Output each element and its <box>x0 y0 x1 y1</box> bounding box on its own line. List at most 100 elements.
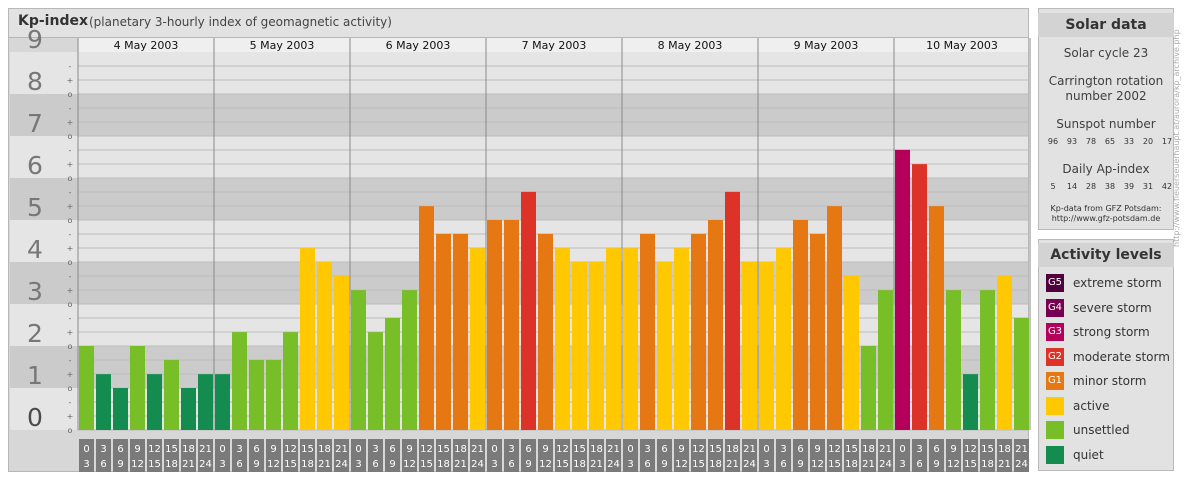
interval-label-bg <box>912 439 927 472</box>
interval-label-bg <box>402 439 417 472</box>
kp-minor-label: + <box>67 412 74 421</box>
interval-label-bg <box>861 439 876 472</box>
kp-bar <box>980 290 995 430</box>
kp-minor-label: o <box>68 384 73 393</box>
ap-value: 5 <box>1050 182 1056 191</box>
interval-end-label: 9 <box>525 459 531 470</box>
interval-start-label: 12 <box>828 444 841 455</box>
interval-start-label: 6 <box>797 444 803 455</box>
day-label: 9 May 2003 <box>794 39 859 52</box>
interval-label-bg <box>793 439 808 472</box>
interval-label-bg <box>351 439 366 472</box>
chart-title-bar <box>9 9 1028 38</box>
interval-end-label: 18 <box>845 459 858 470</box>
sunspot-value: 20 <box>1142 137 1154 146</box>
interval-label-bg <box>266 439 281 472</box>
activity-level-label: extreme storm <box>1073 276 1162 290</box>
interval-end-label: 21 <box>454 459 467 470</box>
interval-end-label: 9 <box>933 459 939 470</box>
kp-bar <box>640 233 655 430</box>
interval-end-label: 3 <box>219 459 225 470</box>
interval-start-label: 18 <box>726 444 739 455</box>
interval-start-label: 9 <box>406 444 412 455</box>
interval-start-label: 21 <box>199 444 212 455</box>
day-label: 5 May 2003 <box>250 39 315 52</box>
interval-start-label: 12 <box>692 444 705 455</box>
interval-end-label: 24 <box>743 459 756 470</box>
kp-band <box>10 136 1028 178</box>
kp-bar <box>181 388 196 430</box>
kp-minor-label: - <box>69 146 72 155</box>
interval-start-label: 0 <box>83 444 89 455</box>
kp-band <box>10 94 1028 136</box>
interval-end-label: 3 <box>763 459 769 470</box>
interval-label-bg <box>759 439 774 472</box>
interval-end-label: 18 <box>165 459 178 470</box>
interval-label-bg <box>657 439 672 472</box>
solar-data-title: Solar data <box>1038 13 1174 37</box>
kp-bar <box>997 275 1012 430</box>
interval-end-label: 12 <box>267 459 280 470</box>
interval-label-bg <box>827 439 842 472</box>
kp-bar <box>1014 317 1029 430</box>
kp-bar <box>861 346 876 430</box>
interval-label-bg <box>776 439 791 472</box>
interval-start-label: 15 <box>165 444 178 455</box>
kp-minor-label: - <box>69 272 72 281</box>
kp-bar <box>963 374 978 430</box>
interval-end-label: 3 <box>627 459 633 470</box>
interval-end-label: 24 <box>607 459 620 470</box>
kp-bar <box>606 248 621 430</box>
kp-minor-label: + <box>67 244 74 253</box>
kp-axis-label: 2 <box>27 319 43 348</box>
kp-bar <box>385 317 400 430</box>
day-label: 4 May 2003 <box>114 39 179 52</box>
kp-minor-label: o <box>68 426 73 435</box>
kp-bar <box>215 374 230 430</box>
kp-bar <box>946 290 961 430</box>
kp-band <box>10 52 1028 94</box>
interval-start-label: 0 <box>355 444 361 455</box>
interval-label-bg <box>215 439 230 472</box>
interval-label-bg <box>504 439 519 472</box>
interval-label-bg <box>980 439 995 472</box>
interval-label-bg <box>725 439 740 472</box>
kp-bar <box>470 248 485 430</box>
interval-end-label: 15 <box>828 459 841 470</box>
interval-end-label: 15 <box>148 459 161 470</box>
interval-label-bg <box>555 439 570 472</box>
interval-label-bg <box>691 439 706 472</box>
sunspot-values: 96 93 78 65 33 20 17 <box>1045 137 1172 149</box>
interval-start-label: 21 <box>879 444 892 455</box>
kp-minor-label: o <box>68 174 73 183</box>
interval-start-label: 9 <box>814 444 820 455</box>
ap-value: 39 <box>1123 182 1135 191</box>
sunspot-number-title: Sunspot number <box>1056 117 1156 131</box>
activity-level-label: moderate storm <box>1073 349 1170 364</box>
interval-end-label: 18 <box>301 459 314 470</box>
kp-minor-label: + <box>67 76 74 85</box>
interval-start-label: 6 <box>661 444 667 455</box>
kp-minor-label: + <box>67 286 74 295</box>
kp-minor-label: o <box>68 258 73 267</box>
interval-label-bg <box>300 439 315 472</box>
kp-minor-label: + <box>67 202 74 211</box>
interval-start-label: 9 <box>678 444 684 455</box>
kp-axis-label: 1 <box>27 361 43 390</box>
interval-label-bg <box>470 439 485 472</box>
activity-level-swatch <box>1046 396 1064 415</box>
interval-start-label: 15 <box>301 444 314 455</box>
kp-minor-label: o <box>68 90 73 99</box>
interval-label-bg <box>538 439 553 472</box>
interval-label-bg <box>453 439 468 472</box>
kp-bar <box>929 206 944 430</box>
ap-value: 28 <box>1085 182 1097 191</box>
kp-bar <box>504 220 519 430</box>
chart-subtitle: (planetary 3-hourly index of geomagnetic… <box>89 15 392 29</box>
interval-start-label: 21 <box>1015 444 1028 455</box>
interval-start-label: 3 <box>236 444 242 455</box>
interval-start-label: 0 <box>899 444 905 455</box>
interval-end-label: 15 <box>284 459 297 470</box>
activity-level-swatch: G2 <box>1046 347 1064 366</box>
interval-label-bg <box>810 439 825 472</box>
